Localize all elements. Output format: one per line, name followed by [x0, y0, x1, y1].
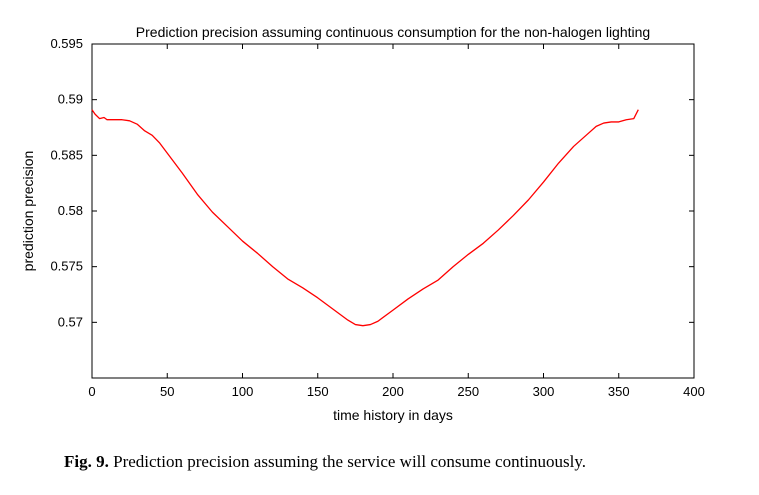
- y-axis-label: prediction precision: [20, 151, 36, 272]
- line-chart: Prediction precision assuming continuous…: [20, 24, 705, 423]
- chart-title: Prediction precision assuming continuous…: [136, 24, 650, 40]
- x-tick-label: 250: [457, 384, 479, 399]
- y-tick-label: 0.57: [58, 314, 83, 329]
- x-tick-label: 200: [382, 384, 404, 399]
- y-tick-label: 0.59: [58, 92, 83, 107]
- y-tick-label: 0.595: [50, 36, 83, 51]
- caption-label: Fig. 9.: [64, 452, 109, 471]
- y-tick-labels: 0.57 0.575 0.58 0.585 0.59 0.595: [50, 36, 83, 329]
- x-tick-label: 350: [608, 384, 630, 399]
- y-tick-label: 0.585: [50, 147, 83, 162]
- figure-caption: Fig. 9. Prediction precision assuming th…: [64, 452, 754, 472]
- series-layer: [91, 109, 639, 327]
- x-tick-label: 150: [307, 384, 329, 399]
- x-tick-label: 300: [533, 384, 555, 399]
- y-tick-label: 0.575: [50, 259, 83, 274]
- series-line: [91, 109, 639, 327]
- x-tick-label: 0: [88, 384, 95, 399]
- axis-ticks: [91, 43, 695, 378]
- x-axis-label: time history in days: [333, 407, 453, 423]
- plot-frame: [91, 43, 695, 379]
- x-tick-label: 100: [232, 384, 254, 399]
- y-tick-label: 0.58: [58, 203, 83, 218]
- x-tick-labels: 0 50 100 150 200 250 300 350 400: [88, 384, 704, 399]
- x-tick-label: 50: [160, 384, 174, 399]
- x-tick-label: 400: [683, 384, 705, 399]
- caption-text: Prediction precision assuming the servic…: [113, 452, 587, 471]
